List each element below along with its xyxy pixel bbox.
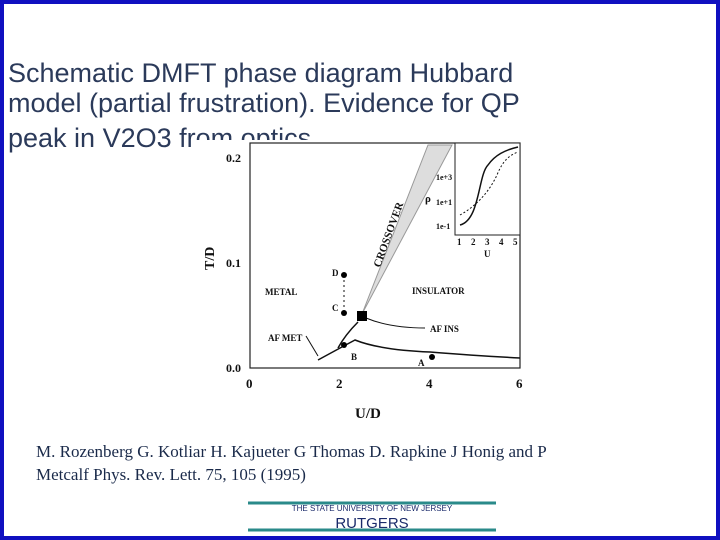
y-tick-label: 0.1 xyxy=(226,256,241,270)
point-a xyxy=(429,354,435,360)
af-boundary xyxy=(317,339,521,361)
citation-line: M. Rozenberg G. Kotliar H. Kajueter G Th… xyxy=(36,442,547,461)
arrow xyxy=(305,335,319,357)
inset-curve xyxy=(459,151,519,216)
critical-point xyxy=(357,311,367,321)
point-label: D xyxy=(332,268,339,278)
region-label: AF INS xyxy=(430,324,459,334)
inset-x-label: U xyxy=(484,249,491,259)
footer-university: THE STATE UNIVERSITY OF NEW JERSEY xyxy=(292,504,453,513)
footer-name: RUTGERS xyxy=(335,515,408,532)
inset-x-tick: 4 xyxy=(499,237,504,247)
first-order-line xyxy=(337,321,359,349)
title-line: model (partial frustration). Evidence fo… xyxy=(8,88,520,118)
arrow xyxy=(365,317,426,329)
point-b xyxy=(341,342,347,348)
inset-y-tick: 1e+3 xyxy=(436,173,452,182)
region-label: AF MET xyxy=(268,333,302,343)
point-c xyxy=(341,310,347,316)
inset-x-tick: 3 xyxy=(485,237,490,247)
inset-curve xyxy=(459,146,519,226)
point-d xyxy=(341,272,347,278)
point-label: B xyxy=(351,352,357,362)
crossover-wedge xyxy=(361,144,453,315)
inset-frame xyxy=(454,142,521,236)
citation-line: Metcalf Phys. Rev. Lett. 75, 105 (1995) xyxy=(36,465,306,484)
inset-y-tick: 1e+1 xyxy=(436,198,452,207)
point-label: C xyxy=(332,303,339,313)
x-tick-label: 6 xyxy=(516,376,523,391)
region-label: INSULATOR xyxy=(412,286,465,296)
plot-frame xyxy=(249,142,521,369)
inset-x-tick: 2 xyxy=(471,237,476,247)
title-line: Schematic DMFT phase diagram Hubbard xyxy=(8,58,513,88)
x-tick-label: 2 xyxy=(336,376,343,391)
x-tick-label: 4 xyxy=(426,376,433,391)
x-tick-label: 0 xyxy=(246,376,253,391)
inset-x-tick: 5 xyxy=(513,237,518,247)
region-label: METAL xyxy=(265,287,297,297)
y-tick-label: 0.0 xyxy=(226,361,241,375)
x-axis-label: U/D xyxy=(355,406,381,422)
inset-y-label: ρ xyxy=(425,193,431,205)
point-label: A xyxy=(418,358,425,368)
inset: ρ 1e+3 1e+1 1e-1 1 2 3 4 5 U xyxy=(425,142,521,259)
inset-y-tick: 1e-1 xyxy=(436,222,450,231)
y-axis-label: T/D xyxy=(203,247,218,270)
figure: T/D U/D 0.0 0.1 0.2 0 2 4 6 METAL INSULA… xyxy=(195,140,530,425)
y-tick-label: 0.2 xyxy=(226,151,241,165)
inset-x-tick: 1 xyxy=(457,237,462,247)
